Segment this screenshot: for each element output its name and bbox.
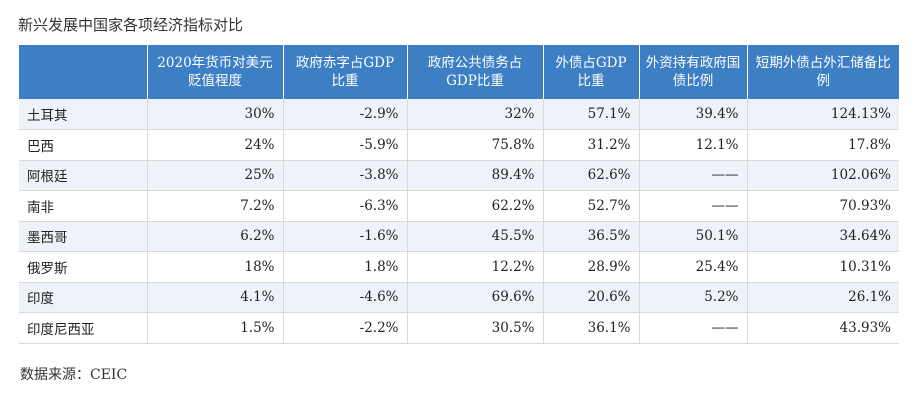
value-cell: -2.2%: [283, 312, 408, 344]
table-row: 印度 4.1% -4.6% 69.6% 20.6% 5.2% 26.1%: [19, 282, 899, 313]
value-cell: -2.9%: [283, 99, 408, 130]
table-row: 阿根廷 25% -3.8% 89.4% 62.6% —— 102.06%: [19, 160, 899, 191]
value-cell: ——: [639, 160, 748, 191]
header-corner-cell: [19, 45, 148, 99]
header-foreign-holding-bonds: 外资持有政府国债比例: [639, 45, 748, 99]
value-cell: -3.8%: [283, 160, 408, 191]
value-cell: ——: [639, 190, 748, 222]
header-public-debt-gdp: 政府公共债务占GDP比重: [407, 45, 544, 99]
table-row: 俄罗斯 18% 1.8% 12.2% 28.9% 25.4% 10.31%: [19, 251, 899, 283]
country-cell: 阿根廷: [19, 160, 148, 191]
value-cell: 75.8%: [407, 129, 544, 161]
value-cell: 17.8%: [747, 129, 899, 161]
country-cell: 俄罗斯: [19, 251, 148, 283]
value-cell: 70.93%: [747, 190, 899, 222]
value-cell: 4.1%: [147, 282, 284, 313]
value-cell: 62.6%: [543, 160, 640, 191]
value-cell: 52.7%: [543, 190, 640, 222]
header-currency-depreciation: 2020年货币对美元贬值程度: [147, 45, 284, 99]
value-cell: -5.9%: [283, 129, 408, 161]
value-cell: 28.9%: [543, 251, 640, 283]
value-cell: 30.5%: [407, 312, 544, 344]
value-cell: 5.2%: [639, 282, 748, 313]
value-cell: 26.1%: [747, 282, 899, 313]
header-external-debt-gdp: 外债占GDP比重: [543, 45, 640, 99]
country-cell: 土耳其: [19, 99, 148, 130]
value-cell: 12.1%: [639, 129, 748, 161]
value-cell: 43.93%: [747, 312, 899, 344]
country-cell: 印度尼西亚: [19, 312, 148, 344]
value-cell: 89.4%: [407, 160, 544, 191]
table-row: 墨西哥 6.2% -1.6% 45.5% 36.5% 50.1% 34.64%: [19, 221, 899, 252]
value-cell: 1.8%: [283, 251, 408, 283]
value-cell: 36.1%: [543, 312, 640, 344]
value-cell: 124.13%: [747, 99, 899, 130]
value-cell: 102.06%: [747, 160, 899, 191]
value-cell: 6.2%: [147, 221, 284, 252]
value-cell: 34.64%: [747, 221, 899, 252]
table-row: 南非 7.2% -6.3% 62.2% 52.7% —— 70.93%: [19, 190, 899, 222]
table-row: 土耳其 30% -2.9% 32% 57.1% 39.4% 124.13%: [19, 99, 899, 130]
value-cell: 25%: [147, 160, 284, 191]
table-row: 巴西 24% -5.9% 75.8% 31.2% 12.1% 17.8%: [19, 129, 899, 161]
value-cell: 39.4%: [639, 99, 748, 130]
value-cell: 50.1%: [639, 221, 748, 252]
table-header-row: 2020年货币对美元贬值程度 政府赤字占GDP比重 政府公共债务占GDP比重 外…: [19, 45, 899, 99]
value-cell: 62.2%: [407, 190, 544, 222]
value-cell: 25.4%: [639, 251, 748, 283]
value-cell: 1.5%: [147, 312, 284, 344]
indicator-table: 2020年货币对美元贬值程度 政府赤字占GDP比重 政府公共债务占GDP比重 外…: [19, 45, 899, 344]
value-cell: 31.2%: [543, 129, 640, 161]
value-cell: -4.6%: [283, 282, 408, 313]
table-row: 印度尼西亚 1.5% -2.2% 30.5% 36.1% —— 43.93%: [19, 312, 899, 344]
country-cell: 墨西哥: [19, 221, 148, 252]
value-cell: 57.1%: [543, 99, 640, 130]
value-cell: 36.5%: [543, 221, 640, 252]
value-cell: 32%: [407, 99, 544, 130]
value-cell: 12.2%: [407, 251, 544, 283]
value-cell: 10.31%: [747, 251, 899, 283]
value-cell: 69.6%: [407, 282, 544, 313]
value-cell: -1.6%: [283, 221, 408, 252]
value-cell: 18%: [147, 251, 284, 283]
country-cell: 南非: [19, 190, 148, 222]
value-cell: -6.3%: [283, 190, 408, 222]
country-cell: 印度: [19, 282, 148, 313]
header-short-term-debt-reserves: 短期外债占外汇储备比例: [747, 45, 899, 99]
country-cell: 巴西: [19, 129, 148, 161]
value-cell: 20.6%: [543, 282, 640, 313]
value-cell: 7.2%: [147, 190, 284, 222]
value-cell: 24%: [147, 129, 284, 161]
header-deficit-gdp: 政府赤字占GDP比重: [283, 45, 408, 99]
value-cell: 45.5%: [407, 221, 544, 252]
data-source-note: 数据来源：CEIC: [20, 367, 128, 383]
value-cell: ——: [639, 312, 748, 344]
page-title: 新兴发展中国家各项经济指标对比: [18, 16, 244, 34]
value-cell: 30%: [147, 99, 284, 130]
